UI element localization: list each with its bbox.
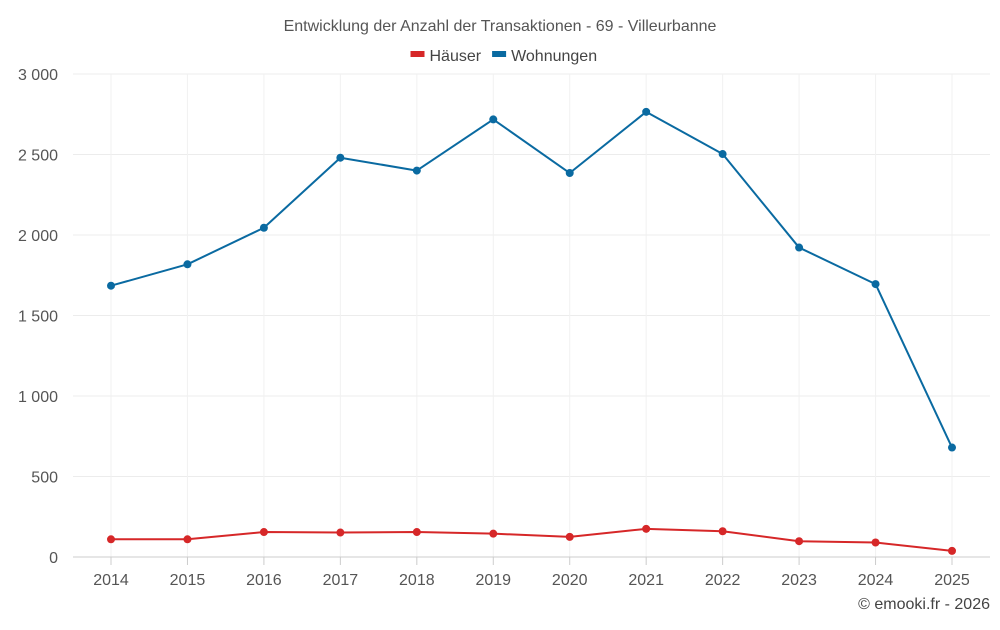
x-tick-label: 2020 [552, 572, 588, 589]
data-point[interactable] [183, 535, 192, 544]
data-point[interactable] [489, 115, 498, 124]
x-tick-label: 2018 [399, 572, 435, 589]
series-wohnungen [107, 107, 956, 452]
y-tick-label: 1 500 [18, 309, 58, 326]
data-point[interactable] [718, 527, 727, 536]
x-tick-label: 2022 [705, 572, 741, 589]
data-point[interactable] [259, 528, 268, 537]
legend-label: Wohnungen [511, 48, 597, 65]
data-point[interactable] [871, 280, 880, 289]
data-point[interactable] [948, 546, 956, 555]
data-point[interactable] [107, 535, 115, 544]
x-tick-label: 2015 [170, 572, 206, 589]
x-tick-label: 2023 [781, 572, 817, 589]
y-tick-label: 3 000 [18, 67, 58, 84]
series-line [110, 110, 953, 448]
x-axis: 2014 2015 2016 2017 2018 2019 2020 2021 2022 2023… [73, 556, 990, 589]
credit-text: © emooki.fr - 2026 [858, 596, 990, 613]
x-tick-label: 2021 [628, 572, 664, 589]
data-point[interactable] [412, 166, 421, 175]
x-tick-label: 2024 [858, 572, 894, 589]
data-point[interactable] [412, 528, 421, 537]
y-tick-label: 1 000 [18, 389, 58, 406]
data-point[interactable] [336, 153, 345, 162]
data-point[interactable] [871, 538, 880, 547]
x-tick-label: 2014 [93, 572, 129, 589]
data-point[interactable] [718, 150, 727, 159]
legend-swatch [492, 51, 507, 57]
series-layer [107, 107, 956, 555]
data-point[interactable] [107, 281, 115, 290]
x-tick-label: 2025 [934, 572, 970, 589]
data-point[interactable] [565, 532, 574, 541]
legend: Häuser Wohnungen [410, 48, 597, 65]
data-point[interactable] [642, 524, 651, 533]
data-point[interactable] [489, 529, 498, 538]
y-tick-label: 0 [49, 550, 58, 567]
legend-swatch [410, 51, 425, 57]
x-tick-label: 2019 [475, 572, 511, 589]
legend-item-wohnungen[interactable]: Wohnungen [492, 48, 597, 65]
data-point[interactable] [795, 537, 804, 546]
y-axis: 0 500 1 000 1 500 2 000 2 500 3 000 [18, 67, 58, 567]
data-point[interactable] [948, 443, 956, 452]
y-tick-label: 2 000 [18, 228, 58, 245]
legend-item-häuser[interactable]: Häuser [410, 48, 482, 65]
y-tick-label: 500 [31, 470, 58, 487]
data-point[interactable] [183, 260, 192, 269]
data-point[interactable] [565, 169, 574, 178]
data-point[interactable] [795, 243, 804, 252]
grid [73, 73, 990, 557]
y-tick-label: 2 500 [18, 148, 58, 165]
series-häuser [107, 524, 956, 555]
data-point[interactable] [642, 107, 651, 116]
x-tick-label: 2017 [323, 572, 359, 589]
series-line [111, 527, 953, 552]
legend-label: Häuser [430, 48, 482, 65]
x-tick-label: 2016 [246, 572, 282, 589]
data-point[interactable] [259, 223, 268, 232]
chart-title: Entwicklung der Anzahl der Transaktionen… [284, 18, 717, 35]
data-point[interactable] [336, 528, 345, 537]
